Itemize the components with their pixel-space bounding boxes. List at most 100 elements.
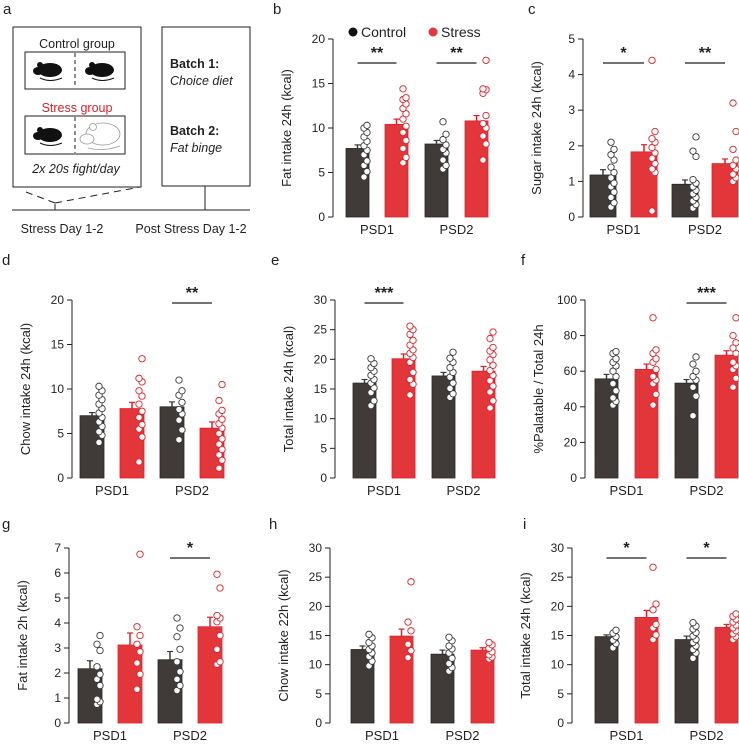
y-tick-label: 0 xyxy=(557,716,564,730)
data-point xyxy=(363,121,371,129)
y-tick-label: 0 xyxy=(568,210,575,224)
data-point xyxy=(176,624,184,632)
data-point xyxy=(218,380,226,389)
data-point xyxy=(407,578,415,586)
data-point xyxy=(692,152,700,161)
panel-b-chart: b 0 5 10 15 20 Fat intake 24h (kcal) PSD1 PSD2 **… xyxy=(273,1,490,237)
y-tick-label: 60 xyxy=(564,364,578,378)
data-point xyxy=(692,367,700,375)
y-tick-label: 3 xyxy=(54,641,61,655)
data-point xyxy=(404,618,412,626)
post-stress-box xyxy=(161,26,251,187)
y-tick-label: 80 xyxy=(564,329,578,343)
data-point xyxy=(178,398,186,406)
data-point xyxy=(689,372,697,381)
data-point xyxy=(365,630,373,638)
data-point xyxy=(215,451,223,459)
data-point xyxy=(218,456,226,464)
data-point xyxy=(406,375,414,384)
data-point xyxy=(651,127,659,136)
y-tick-label: 25 xyxy=(314,323,328,337)
data-point xyxy=(648,154,656,162)
y-tick-label: 20 xyxy=(314,352,328,366)
data-point xyxy=(446,354,454,362)
data-point xyxy=(479,85,487,93)
data-point xyxy=(439,118,447,126)
panel-f-chart: f 0 20 40 60 80 100 %Palatable / Total 24h PSD1 P… xyxy=(521,252,739,498)
y-axis-label: Fat intake 2h (kcal) xyxy=(15,580,30,691)
category-label: PSD2 xyxy=(690,483,724,498)
category-label: PSD2 xyxy=(690,728,724,743)
data-point xyxy=(652,600,660,608)
y-tick-label: 10 xyxy=(314,412,328,426)
data-point xyxy=(363,157,371,165)
y-tick-label: 15 xyxy=(51,338,65,352)
data-point xyxy=(367,355,375,363)
bar-control-PSD1 xyxy=(352,382,377,479)
data-point xyxy=(93,695,101,703)
data-point xyxy=(173,633,181,641)
y-axis-label: Sugar intake 24h (kcal) xyxy=(529,61,544,195)
data-point xyxy=(652,620,660,629)
data-point xyxy=(173,675,181,683)
data-point xyxy=(651,149,659,157)
data-point xyxy=(648,135,656,143)
data-point xyxy=(213,645,221,653)
data-point xyxy=(689,412,697,420)
data-point xyxy=(489,343,497,352)
data-point xyxy=(442,141,450,149)
data-point xyxy=(363,167,371,176)
data-point xyxy=(370,397,378,405)
data-point xyxy=(446,384,454,393)
data-point xyxy=(732,127,739,136)
panel-letter-e: e xyxy=(271,252,279,269)
mouse-icon xyxy=(85,62,115,81)
data-point xyxy=(732,314,739,322)
data-point xyxy=(96,681,104,690)
legend: Control Stress xyxy=(348,24,481,40)
data-point xyxy=(138,407,146,415)
data-point xyxy=(442,161,450,170)
y-tick-label: 5 xyxy=(54,591,61,605)
data-point xyxy=(689,360,697,368)
data-point xyxy=(96,646,104,655)
y-tick-label: 4 xyxy=(568,68,575,82)
y-tick-label: 20 xyxy=(312,32,326,46)
y-axis-label: Chow intake 24h (kcal) xyxy=(18,323,33,455)
data-point xyxy=(93,640,101,648)
y-tick-label: 30 xyxy=(551,541,565,555)
data-point xyxy=(402,94,410,102)
panel-letter-c: c xyxy=(528,1,536,18)
y-tick-label: 20 xyxy=(551,599,565,613)
data-point xyxy=(729,331,737,340)
data-point xyxy=(689,383,697,391)
data-point xyxy=(406,322,414,330)
y-tick-label: 25 xyxy=(309,570,323,584)
data-point xyxy=(692,133,700,141)
data-point xyxy=(652,346,660,354)
data-point xyxy=(482,56,490,65)
data-point xyxy=(215,440,223,448)
data-point xyxy=(649,401,657,409)
stress-group-label: Stress group xyxy=(42,101,113,115)
data-point xyxy=(399,159,407,167)
data-point xyxy=(482,111,490,120)
data-point xyxy=(399,85,407,93)
data-point xyxy=(489,382,497,390)
y-tick-label: 20 xyxy=(51,293,65,307)
panel-letter-d: d xyxy=(2,252,10,269)
data-point xyxy=(482,140,490,148)
panel-letter-f: f xyxy=(521,252,526,269)
data-point xyxy=(402,153,410,162)
data-point xyxy=(136,631,144,640)
significance-label: ** xyxy=(371,45,384,62)
data-point xyxy=(486,334,494,343)
data-point xyxy=(213,611,221,620)
category-label: PSD1 xyxy=(360,222,394,237)
data-point xyxy=(215,396,223,405)
batch1-value: Choice diet xyxy=(170,74,233,88)
y-tick-label: 30 xyxy=(314,293,328,307)
control-group-label: Control group xyxy=(39,37,115,51)
